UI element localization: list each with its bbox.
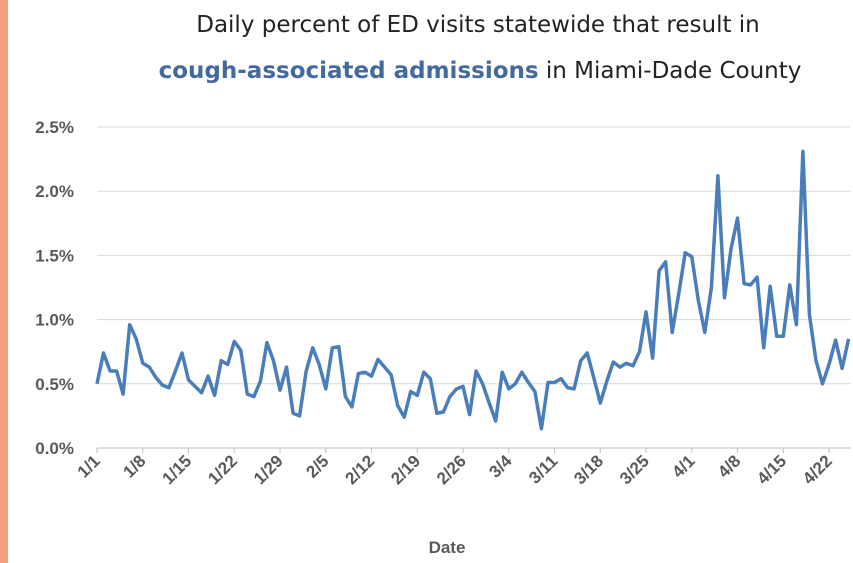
title-highlight: cough-associated admissions	[159, 58, 539, 84]
x-tick-label: 2/12	[342, 451, 379, 488]
y-tick-label: 0.5%	[35, 375, 74, 394]
y-tick-label: 0.0%	[35, 439, 74, 458]
x-tick-label: 1/8	[119, 451, 149, 481]
x-tick-label: 3/25	[616, 451, 653, 488]
x-tick-label: 4/22	[799, 451, 836, 488]
x-tick-label: 4/1	[668, 451, 698, 481]
x-tick-label: 2/26	[433, 451, 470, 488]
y-tick-label: 1.0%	[35, 311, 74, 330]
x-tick-label: 2/19	[387, 451, 424, 488]
side-bar	[0, 0, 8, 563]
chart-title: Daily percent of ED visits statewide tha…	[196, 12, 760, 38]
y-tick-label: 2.0%	[35, 182, 74, 201]
y-tick-label: 1.5%	[35, 246, 74, 265]
x-axis-label: Date	[429, 538, 466, 557]
x-tick-label: 1/29	[250, 451, 287, 488]
data-line	[95, 149, 851, 431]
x-tick-label: 4/15	[753, 451, 790, 488]
x-tick-label: 2/5	[302, 451, 332, 481]
x-tick-label: 3/11	[525, 451, 561, 487]
x-tick-label: 3/4	[485, 451, 516, 482]
x-tick-label: 4/8	[714, 451, 744, 481]
title-end: in Miami-Dade County	[546, 58, 801, 84]
x-tick-label: 1/1	[74, 451, 104, 481]
y-tick-label: 2.5%	[35, 118, 74, 137]
chart-title-line2: cough-associated admissions in Miami-Dad…	[159, 58, 802, 84]
x-tick-label: 1/22	[204, 451, 241, 488]
x-tick-label: 1/15	[158, 451, 195, 488]
x-tick-label: 3/18	[570, 451, 607, 488]
